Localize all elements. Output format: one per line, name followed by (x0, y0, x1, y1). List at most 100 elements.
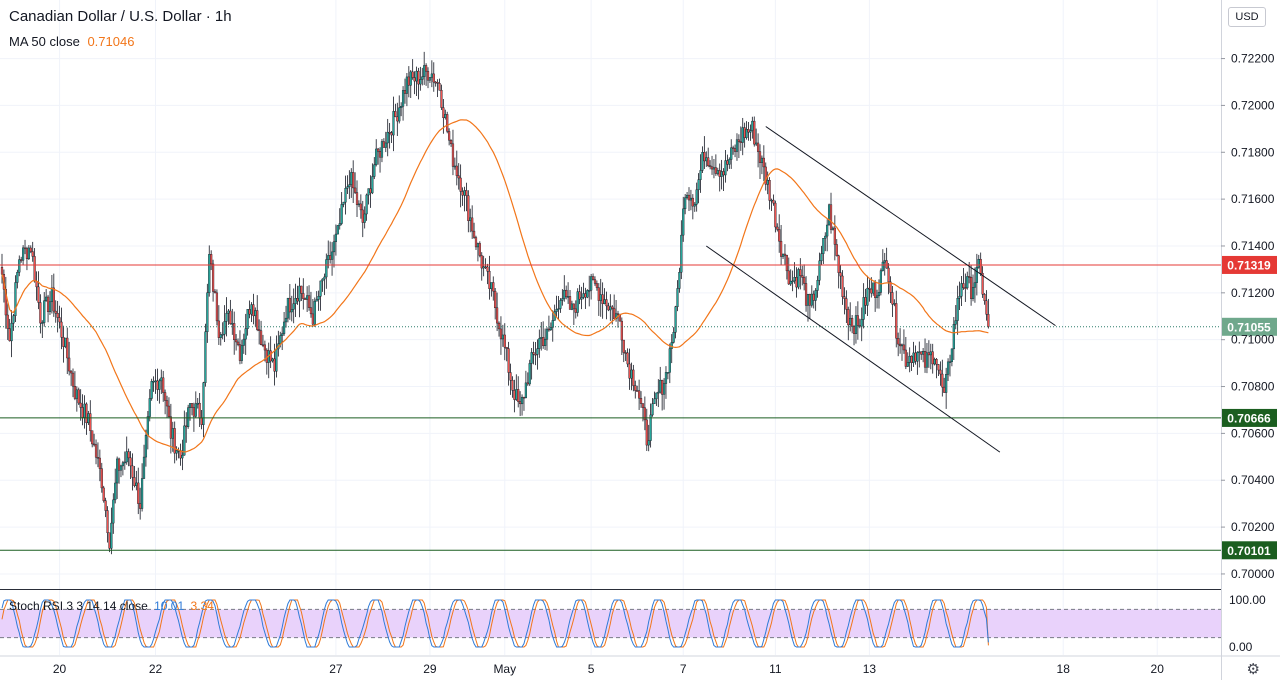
candle (582, 282, 585, 300)
candle-body (862, 297, 865, 320)
candle-body (23, 247, 27, 250)
candle (282, 311, 286, 336)
candle (549, 322, 552, 331)
candle-body (497, 322, 501, 330)
candle-body (123, 461, 126, 464)
candle (808, 293, 811, 319)
stoch-d-value: 3.34 (190, 599, 214, 613)
candle (762, 145, 765, 182)
candle-body (820, 253, 823, 262)
candle-body (543, 338, 547, 346)
candle-body (666, 372, 669, 374)
candle-body (125, 451, 128, 463)
candle (434, 80, 437, 87)
candle-body (457, 175, 460, 179)
candle-body (739, 141, 742, 143)
candle-body (509, 372, 512, 381)
candle (542, 321, 545, 349)
candle (833, 215, 836, 261)
candle (388, 122, 391, 149)
candle (206, 283, 209, 343)
candle (430, 60, 433, 88)
candle-body (298, 285, 301, 302)
candle-body (900, 344, 904, 347)
candle-body (760, 157, 764, 163)
candle (515, 374, 518, 401)
gear-icon[interactable]: ⚙ (1246, 661, 1260, 678)
candle (588, 275, 591, 307)
candle (194, 391, 197, 418)
candle-body (638, 390, 641, 399)
candle-body (774, 202, 777, 228)
candle-body (756, 142, 760, 152)
candle-body (570, 303, 574, 310)
candle (616, 310, 620, 328)
candle (58, 305, 61, 329)
candle-body (448, 131, 451, 141)
candle (699, 154, 702, 193)
candle-body (434, 81, 437, 84)
candle-body (590, 276, 593, 291)
candle-body (741, 127, 744, 143)
candle-body (605, 299, 608, 307)
candle (831, 226, 835, 231)
currency-button[interactable]: USD (1228, 7, 1266, 27)
candle-body (772, 199, 775, 204)
candle-body (496, 307, 499, 324)
candle-body (344, 188, 347, 203)
candle-body (868, 287, 871, 290)
candle-body (45, 296, 48, 301)
candle (60, 307, 63, 350)
candle-body (474, 237, 478, 248)
candle-body (246, 309, 249, 329)
candle (323, 273, 326, 296)
candle (125, 436, 128, 465)
candle-body (843, 296, 846, 299)
candle-body (102, 487, 105, 501)
candle-body (851, 317, 854, 327)
candle (595, 280, 598, 291)
candle-body (185, 425, 188, 428)
candle-body (148, 398, 151, 417)
candle (584, 287, 587, 309)
candle (300, 285, 303, 301)
candle (330, 242, 334, 276)
candle (296, 285, 299, 305)
candle (152, 376, 155, 392)
candle (411, 59, 414, 80)
candle (647, 424, 650, 452)
candle-body (355, 192, 359, 205)
candle-body (875, 295, 879, 298)
candle (563, 275, 566, 302)
candle-body (139, 503, 142, 509)
candle-body (918, 351, 921, 353)
candle (874, 279, 877, 312)
candle-body (551, 320, 554, 328)
candle (336, 225, 339, 235)
candle-body (580, 297, 583, 300)
candle (62, 325, 65, 363)
candle-body (129, 457, 132, 467)
candle (359, 194, 362, 219)
candle-body (968, 276, 971, 278)
candle-body (33, 256, 36, 282)
x-tick-label: 20 (1151, 662, 1165, 676)
candle-body (695, 189, 698, 205)
candle (112, 493, 115, 534)
candle (705, 151, 708, 167)
candle (409, 70, 412, 98)
candle (66, 327, 69, 375)
candle-body (954, 320, 957, 325)
candle-body (659, 379, 662, 393)
candle-body (877, 292, 881, 297)
candle-body (169, 416, 172, 439)
trend-line (705, 245, 1001, 453)
candle-body (259, 330, 263, 346)
candle-body (528, 363, 531, 385)
candle-body (20, 259, 23, 261)
x-tick-label: 29 (423, 662, 437, 676)
candle (471, 205, 474, 239)
candle (48, 291, 52, 315)
candle (613, 294, 616, 319)
